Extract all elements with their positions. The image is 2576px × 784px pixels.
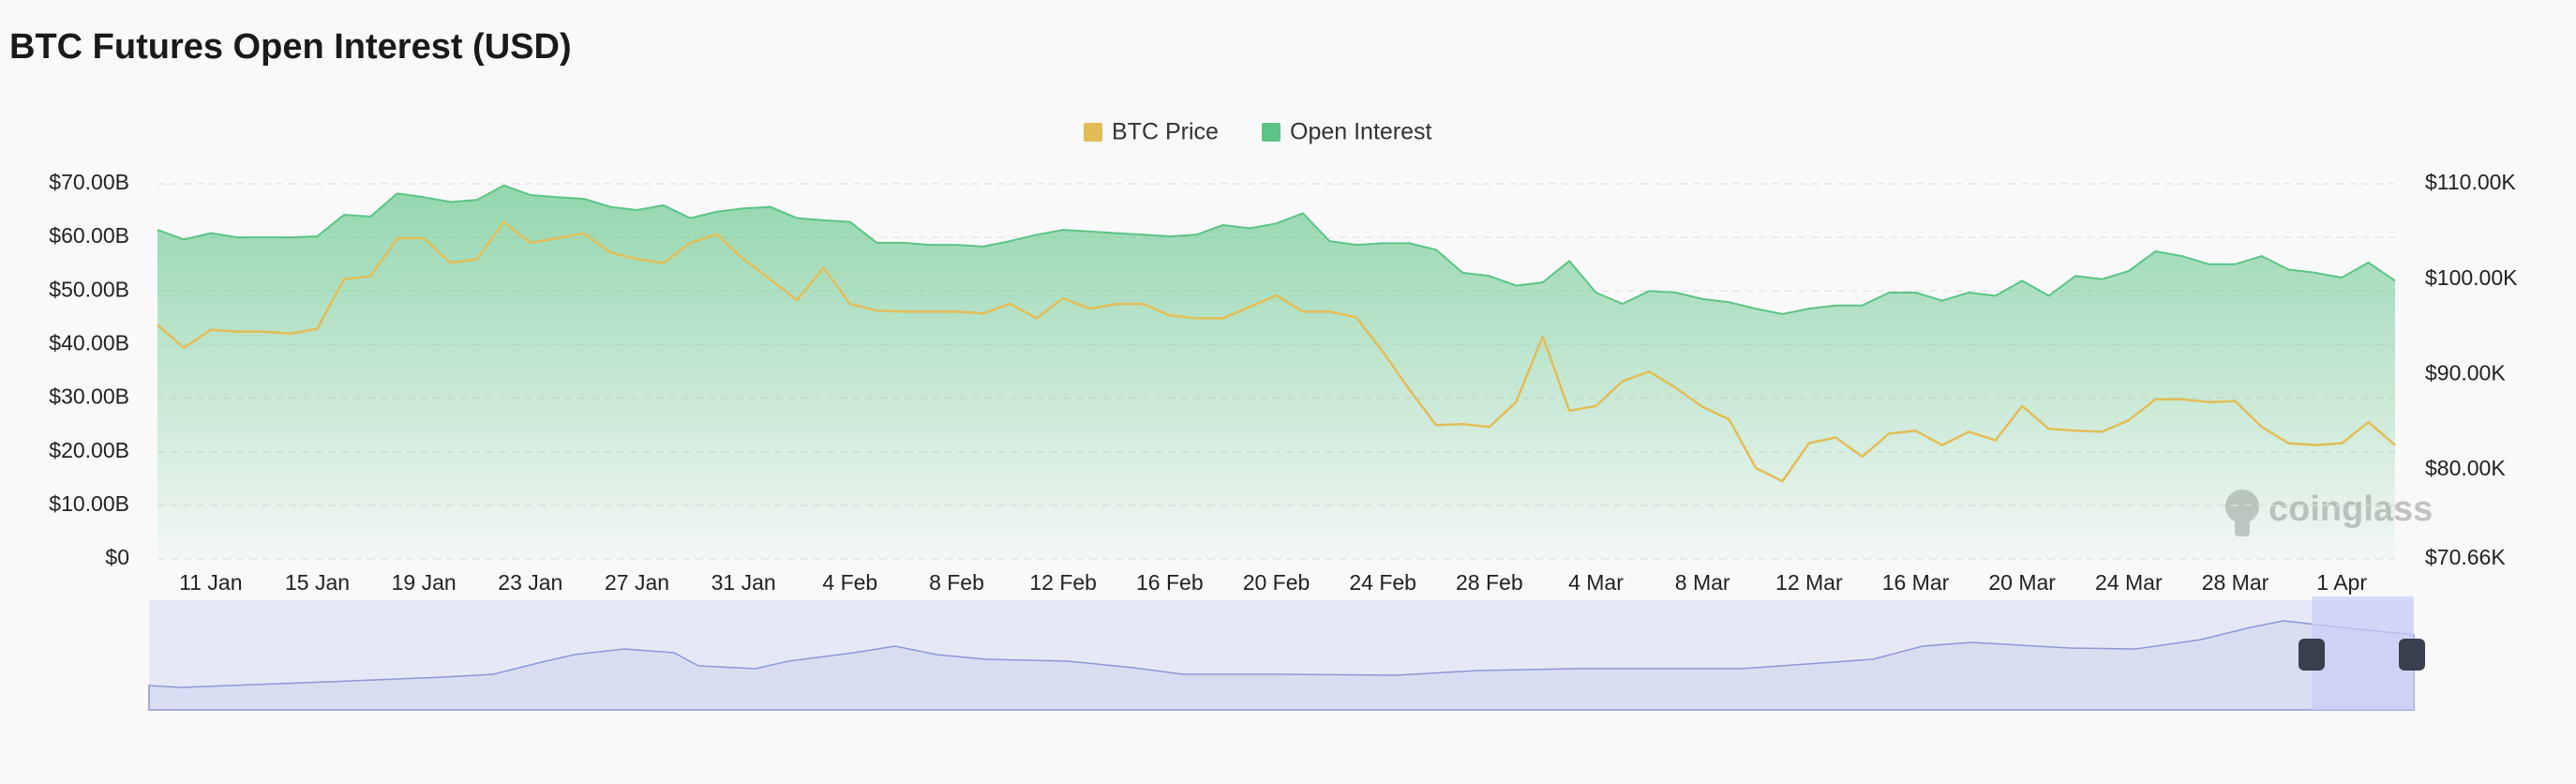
x-tick-label: 12 Mar [1775, 570, 1843, 595]
y-tick-label: $40.00B [49, 331, 129, 355]
y2-tick-label: $90.00K [2425, 360, 2506, 384]
plot-area [157, 183, 2396, 560]
x-tick-label: 16 Mar [1882, 570, 1950, 595]
x-tick-label: 11 Jan [179, 570, 242, 595]
legend-swatch [1084, 123, 1102, 142]
x-tick-label: 20 Mar [1988, 570, 2056, 595]
y-tick-label: $60.00B [49, 223, 129, 248]
y-tick-label: $0 [105, 545, 129, 569]
x-tick-label: 24 Mar [2095, 570, 2163, 595]
x-tick-label: 12 Feb [1029, 570, 1097, 595]
legend-label: BTC Price [1112, 119, 1219, 145]
y-tick-label: $20.00B [49, 438, 129, 462]
y2-tick-label: $100.00K [2425, 265, 2518, 290]
y2-tick-label: $80.00K [2425, 456, 2506, 480]
y-tick-label: $10.00B [49, 491, 129, 516]
y2-tick-label: $70.66K [2425, 545, 2506, 569]
navigator-selection[interactable] [2312, 596, 2414, 710]
y-tick-label: $70.00B [49, 170, 129, 194]
navigator-handle-right[interactable] [2399, 639, 2425, 671]
x-tick-label: 28 Mar [2202, 570, 2269, 595]
x-tick-label: 20 Feb [1243, 570, 1310, 595]
y2-tick-label: $110.00K [2425, 170, 2516, 194]
x-tick-label: 27 Jan [605, 570, 669, 595]
navigator-preview [148, 620, 2415, 711]
area-fill [157, 185, 2395, 559]
navigator [148, 596, 2425, 711]
x-tick-label: 28 Feb [1456, 570, 1523, 595]
x-tick-label: 16 Feb [1136, 570, 1204, 595]
x-tick-label: 4 Mar [1568, 570, 1624, 595]
area-line [157, 184, 2396, 315]
x-tick-label: 15 Jan [285, 570, 350, 595]
y-tick-label: $50.00B [49, 277, 129, 301]
x-tick-label: 4 Feb [822, 570, 877, 595]
x-tick-label: 24 Feb [1349, 570, 1416, 595]
legend: BTC Price Open Interest [1084, 119, 1432, 145]
y-tick-label: $30.00B [49, 384, 129, 409]
x-tick-label: 1 Apr [2316, 570, 2367, 595]
line [157, 220, 2396, 483]
x-tick-label: 23 Jan [498, 570, 562, 595]
legend-swatch [1262, 123, 1281, 142]
navigator-handle-left[interactable] [2299, 639, 2325, 671]
x-tick-label: 8 Mar [1675, 570, 1730, 595]
x-tick-label: 19 Jan [392, 570, 457, 595]
chart-title: BTC Futures Open Interest (USD) [9, 27, 572, 67]
x-tick-label: 31 Jan [711, 570, 776, 595]
x-tick-label: 8 Feb [929, 570, 984, 595]
legend-label: Open Interest [1290, 119, 1432, 145]
